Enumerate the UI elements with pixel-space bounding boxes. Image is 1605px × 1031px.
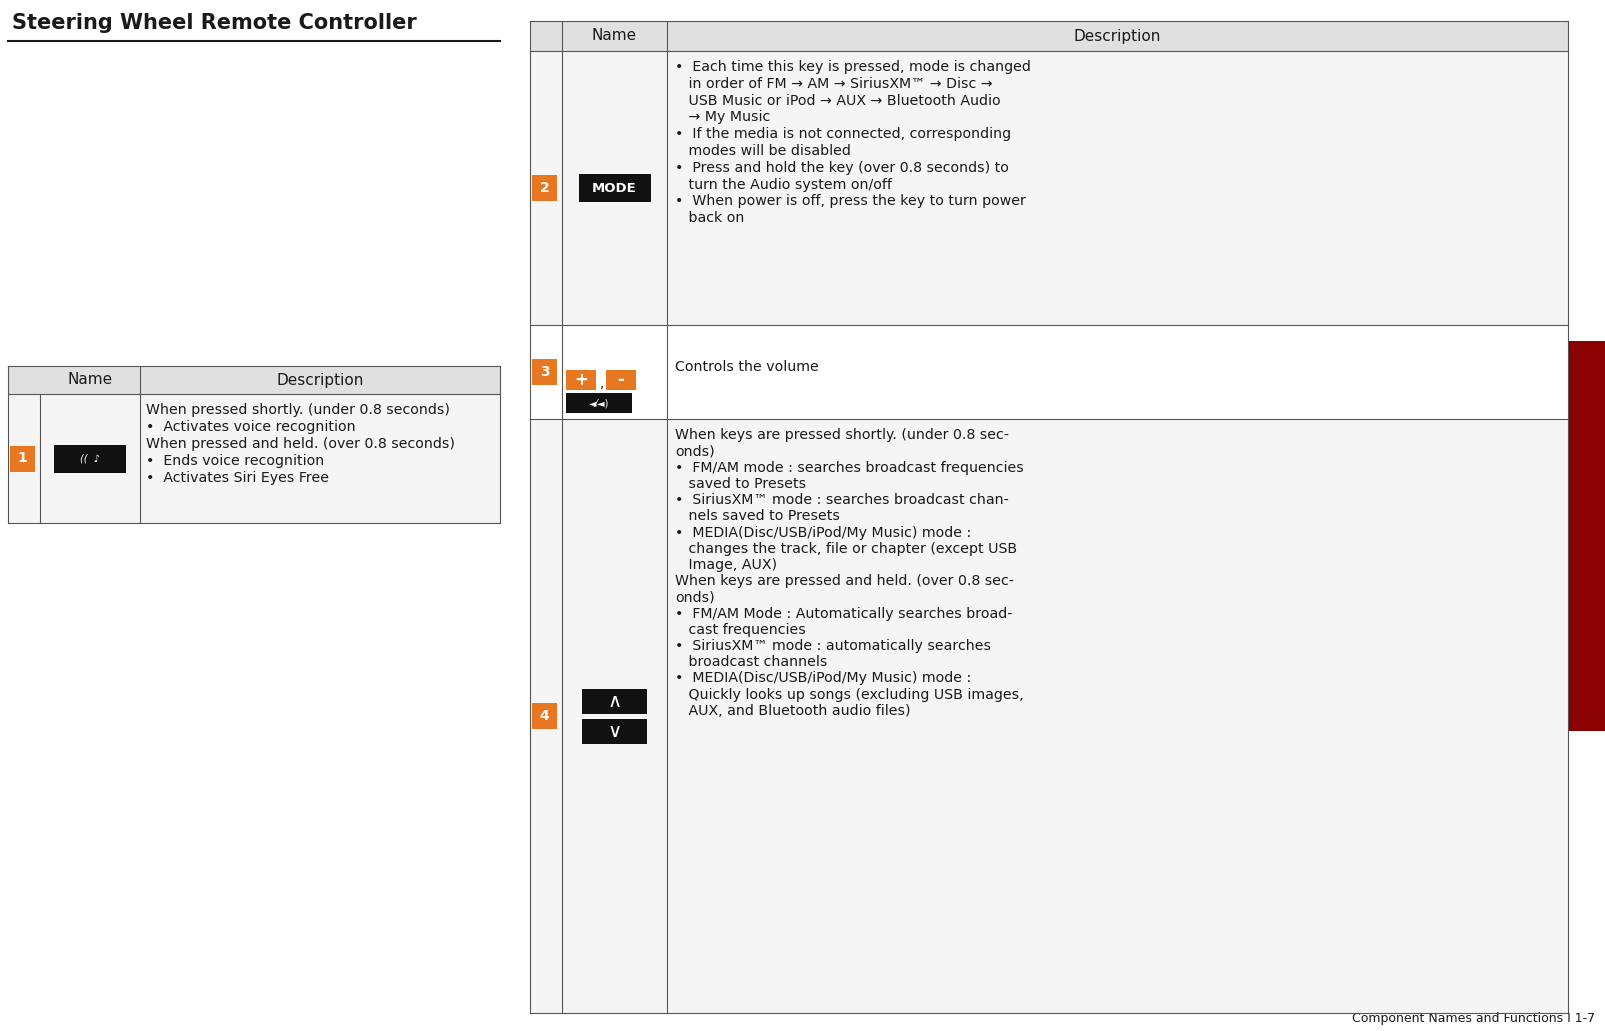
Bar	[531, 175, 557, 201]
Text: turn the Audio system on/off: turn the Audio system on/off	[676, 177, 892, 192]
Text: in order of FM → AM → SiriusXM™ → Disc →: in order of FM → AM → SiriusXM™ → Disc →	[676, 76, 992, 91]
Text: saved to Presets: saved to Presets	[676, 477, 806, 491]
Text: •  FM/AM Mode : Automatically searches broad-: • FM/AM Mode : Automatically searches br…	[676, 606, 1013, 621]
Text: back on: back on	[676, 211, 745, 225]
Bar	[530, 325, 1568, 420]
Text: •  MEDIA(Disc/USB/iPod/My Music) mode :: • MEDIA(Disc/USB/iPod/My Music) mode :	[676, 526, 971, 539]
Text: ((  ♪: (( ♪	[80, 454, 100, 464]
Bar	[530, 51, 1568, 325]
Text: Controls the volume: Controls the volume	[676, 360, 819, 374]
Text: ∧: ∧	[607, 692, 621, 710]
Text: When keys are pressed shortly. (under 0.8 sec-: When keys are pressed shortly. (under 0.…	[676, 429, 1010, 442]
Bar	[567, 393, 632, 413]
Text: When pressed and held. (over 0.8 seconds): When pressed and held. (over 0.8 seconds…	[146, 437, 454, 451]
Bar	[567, 370, 595, 391]
Text: USB Music or iPod → AUX → Bluetooth Audio: USB Music or iPod → AUX → Bluetooth Audi…	[676, 94, 1000, 107]
Text: ∨: ∨	[607, 722, 621, 740]
Text: MODE: MODE	[592, 181, 637, 195]
Text: Steering Wheel Remote Controller: Steering Wheel Remote Controller	[11, 13, 417, 33]
Bar	[531, 360, 557, 386]
Text: 4: 4	[539, 709, 549, 723]
Text: Description: Description	[276, 372, 364, 388]
Text: onds): onds)	[676, 444, 714, 459]
Text: Component Names and Functions I 1-7: Component Names and Functions I 1-7	[1351, 1012, 1595, 1025]
Text: When pressed shortly. (under 0.8 seconds): When pressed shortly. (under 0.8 seconds…	[146, 403, 449, 417]
Text: changes the track, file or chapter (except USB: changes the track, file or chapter (exce…	[676, 542, 1018, 556]
Bar	[531, 703, 557, 729]
Text: •  Activates voice recognition: • Activates voice recognition	[146, 420, 356, 434]
Text: •  SiriusXM™ mode : automatically searches: • SiriusXM™ mode : automatically searche…	[676, 639, 990, 653]
Bar	[1568, 341, 1605, 731]
Bar	[607, 370, 636, 391]
Text: -: -	[618, 371, 624, 390]
Bar	[10, 445, 35, 471]
Text: Image, AUX): Image, AUX)	[676, 558, 777, 572]
Text: 3: 3	[539, 365, 549, 379]
Text: Description: Description	[1074, 29, 1160, 43]
Bar	[55, 444, 127, 472]
Text: ,: ,	[600, 376, 605, 391]
Text: •  Ends voice recognition: • Ends voice recognition	[146, 454, 324, 468]
Text: nels saved to Presets: nels saved to Presets	[676, 509, 839, 524]
Bar	[583, 689, 647, 713]
Text: +: +	[575, 371, 587, 390]
Text: •  MEDIA(Disc/USB/iPod/My Music) mode :: • MEDIA(Disc/USB/iPod/My Music) mode :	[676, 671, 971, 686]
Text: Name: Name	[592, 29, 637, 43]
Bar	[578, 174, 650, 202]
Text: 1: 1	[18, 452, 27, 466]
Text: Name: Name	[67, 372, 112, 388]
Text: •  SiriusXM™ mode : searches broadcast chan-: • SiriusXM™ mode : searches broadcast ch…	[676, 493, 1010, 507]
Text: → My Music: → My Music	[676, 110, 770, 125]
Bar	[583, 719, 647, 743]
Text: AUX, and Bluetooth audio files): AUX, and Bluetooth audio files)	[676, 704, 910, 718]
Text: •  When power is off, press the key to turn power: • When power is off, press the key to tu…	[676, 195, 1026, 208]
Text: Quickly looks up songs (excluding USB images,: Quickly looks up songs (excluding USB im…	[676, 688, 1024, 702]
Text: •  Activates Siri Eyes Free: • Activates Siri Eyes Free	[146, 471, 329, 485]
Text: cast frequencies: cast frequencies	[676, 623, 806, 637]
Text: •  Press and hold the key (over 0.8 seconds) to: • Press and hold the key (over 0.8 secon…	[676, 161, 1010, 175]
Text: ◄⁄◄): ◄⁄◄)	[589, 398, 610, 408]
Bar	[530, 420, 1568, 1013]
Text: When keys are pressed and held. (over 0.8 sec-: When keys are pressed and held. (over 0.…	[676, 574, 1014, 589]
Bar	[530, 21, 1568, 51]
Text: onds): onds)	[676, 591, 714, 604]
Text: •  If the media is not connected, corresponding: • If the media is not connected, corresp…	[676, 127, 1011, 141]
Bar	[8, 394, 501, 523]
Text: modes will be disabled: modes will be disabled	[676, 144, 851, 158]
Bar	[8, 366, 501, 394]
Text: •  FM/AM mode : searches broadcast frequencies: • FM/AM mode : searches broadcast freque…	[676, 461, 1024, 475]
Text: 2: 2	[539, 181, 549, 195]
Text: broadcast channels: broadcast channels	[676, 656, 827, 669]
Text: •  Each time this key is pressed, mode is changed: • Each time this key is pressed, mode is…	[676, 60, 1030, 74]
